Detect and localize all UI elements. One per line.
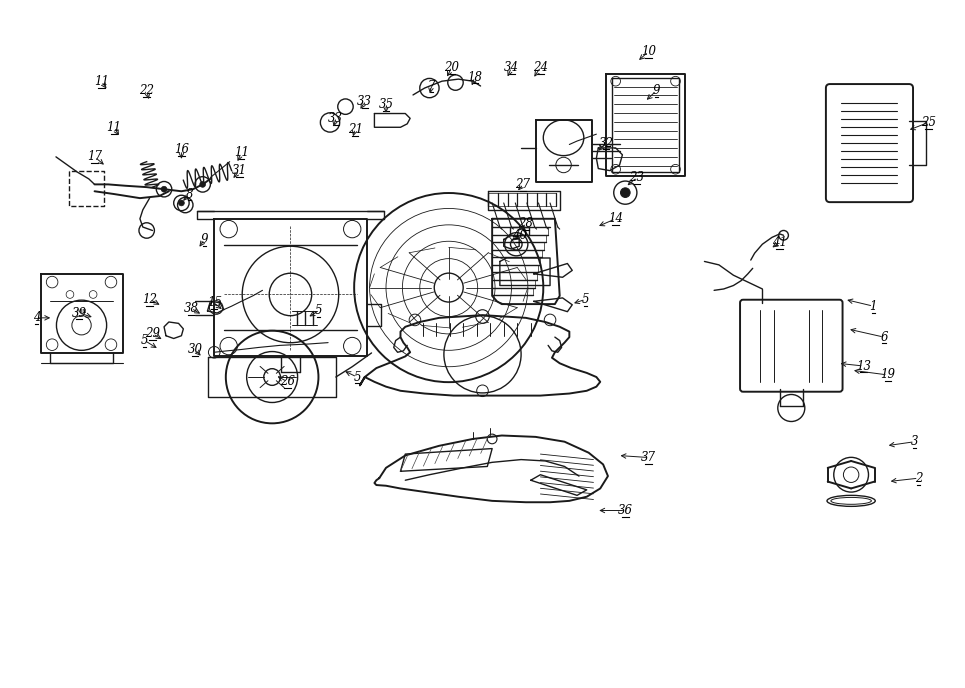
Text: 36: 36 [618,504,633,517]
Text: 8: 8 [185,188,193,200]
Text: 41: 41 [772,236,787,248]
Text: 17: 17 [87,151,102,163]
Text: 5: 5 [353,371,361,383]
Text: 34: 34 [504,61,519,74]
Text: 9: 9 [201,233,208,246]
Text: 40: 40 [511,229,527,241]
Text: 29: 29 [145,327,160,340]
Text: 13: 13 [856,360,871,372]
Text: 11: 11 [234,147,249,159]
Text: 12: 12 [142,293,157,305]
Text: 5: 5 [141,334,149,347]
Text: 32: 32 [598,137,614,149]
Text: 19: 19 [880,369,896,381]
Text: MIN: MIN [76,309,87,314]
Circle shape [156,182,172,197]
Text: 37: 37 [641,451,656,464]
Text: 2: 2 [915,472,923,484]
Text: 11: 11 [94,75,109,87]
Text: 4: 4 [33,312,41,324]
Text: 20: 20 [444,61,459,74]
Text: 15: 15 [207,297,222,309]
Text: 24: 24 [533,61,548,74]
Circle shape [195,177,210,192]
Text: 33: 33 [328,112,344,125]
Text: 5: 5 [315,305,322,317]
Text: 5: 5 [582,293,590,305]
Text: 18: 18 [467,71,482,83]
Circle shape [179,200,184,206]
Text: 23: 23 [629,171,645,184]
Circle shape [200,182,206,187]
Text: 38: 38 [183,302,199,314]
Text: 31: 31 [232,164,247,177]
Text: 14: 14 [608,213,623,225]
Text: 6: 6 [880,331,888,343]
Text: 28: 28 [518,217,534,230]
Text: 26: 26 [280,376,295,388]
Text: 10: 10 [641,45,656,58]
Circle shape [620,188,630,197]
Text: 3: 3 [911,436,919,448]
Text: 21: 21 [347,123,363,136]
Text: 11: 11 [106,121,122,133]
Text: 27: 27 [515,178,531,191]
Text: 7: 7 [427,80,435,92]
Text: 25: 25 [921,116,936,129]
Text: 16: 16 [174,144,189,156]
Text: 9: 9 [652,85,660,97]
Text: 39: 39 [71,307,87,319]
Circle shape [161,186,167,192]
Text: 33: 33 [357,96,372,108]
Text: 30: 30 [187,343,203,356]
Text: 22: 22 [139,85,154,97]
Text: 35: 35 [378,98,394,111]
Text: 1: 1 [869,300,877,312]
